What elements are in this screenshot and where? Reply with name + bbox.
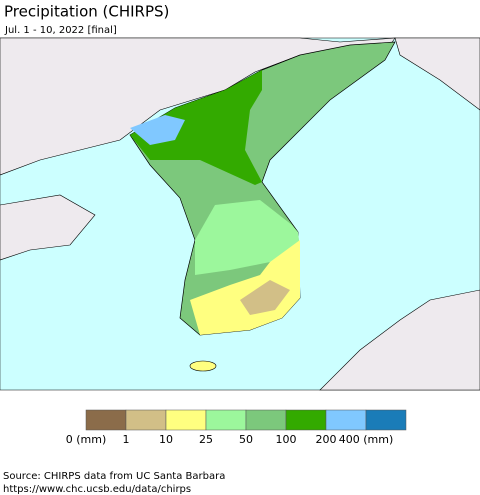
legend-label: 10 bbox=[159, 433, 173, 446]
title: Precipitation (CHIRPS) bbox=[4, 3, 169, 21]
central-south bbox=[195, 200, 300, 275]
subtitle: Jul. 1 - 10, 2022 [final] bbox=[4, 25, 117, 36]
source: Source: CHIRPS data from UC Santa Barbar… bbox=[3, 471, 225, 482]
north-heavy-rain bbox=[130, 70, 262, 185]
legend-label: 200 bbox=[316, 433, 337, 446]
legend-swatch bbox=[325, 409, 367, 431]
legend-swatch bbox=[365, 409, 407, 431]
southeast-dry bbox=[240, 280, 290, 315]
russia-coast bbox=[394, 37, 480, 111]
southeast-light bbox=[190, 240, 300, 335]
northwest-very-heavy bbox=[130, 115, 185, 145]
legend-swatch bbox=[245, 409, 287, 431]
legend-swatch bbox=[165, 409, 207, 431]
jeju bbox=[189, 360, 217, 372]
legend-swatch bbox=[85, 409, 127, 431]
legend-label: 0 (mm) bbox=[66, 433, 107, 446]
legend-swatch bbox=[205, 409, 247, 431]
source-url: https://www.chc.ucsb.edu/data/chirps bbox=[3, 484, 191, 495]
legend-label: 25 bbox=[199, 433, 213, 446]
shandong bbox=[0, 194, 96, 261]
legend-swatch bbox=[285, 409, 327, 431]
legend-label: 400 (mm) bbox=[339, 433, 394, 446]
japan bbox=[319, 289, 480, 391]
legend-swatch bbox=[125, 409, 167, 431]
legend-label: 1 bbox=[123, 433, 130, 446]
legend-label: 50 bbox=[239, 433, 253, 446]
mainland-china-russia bbox=[0, 37, 396, 176]
legend-label: 100 bbox=[276, 433, 297, 446]
